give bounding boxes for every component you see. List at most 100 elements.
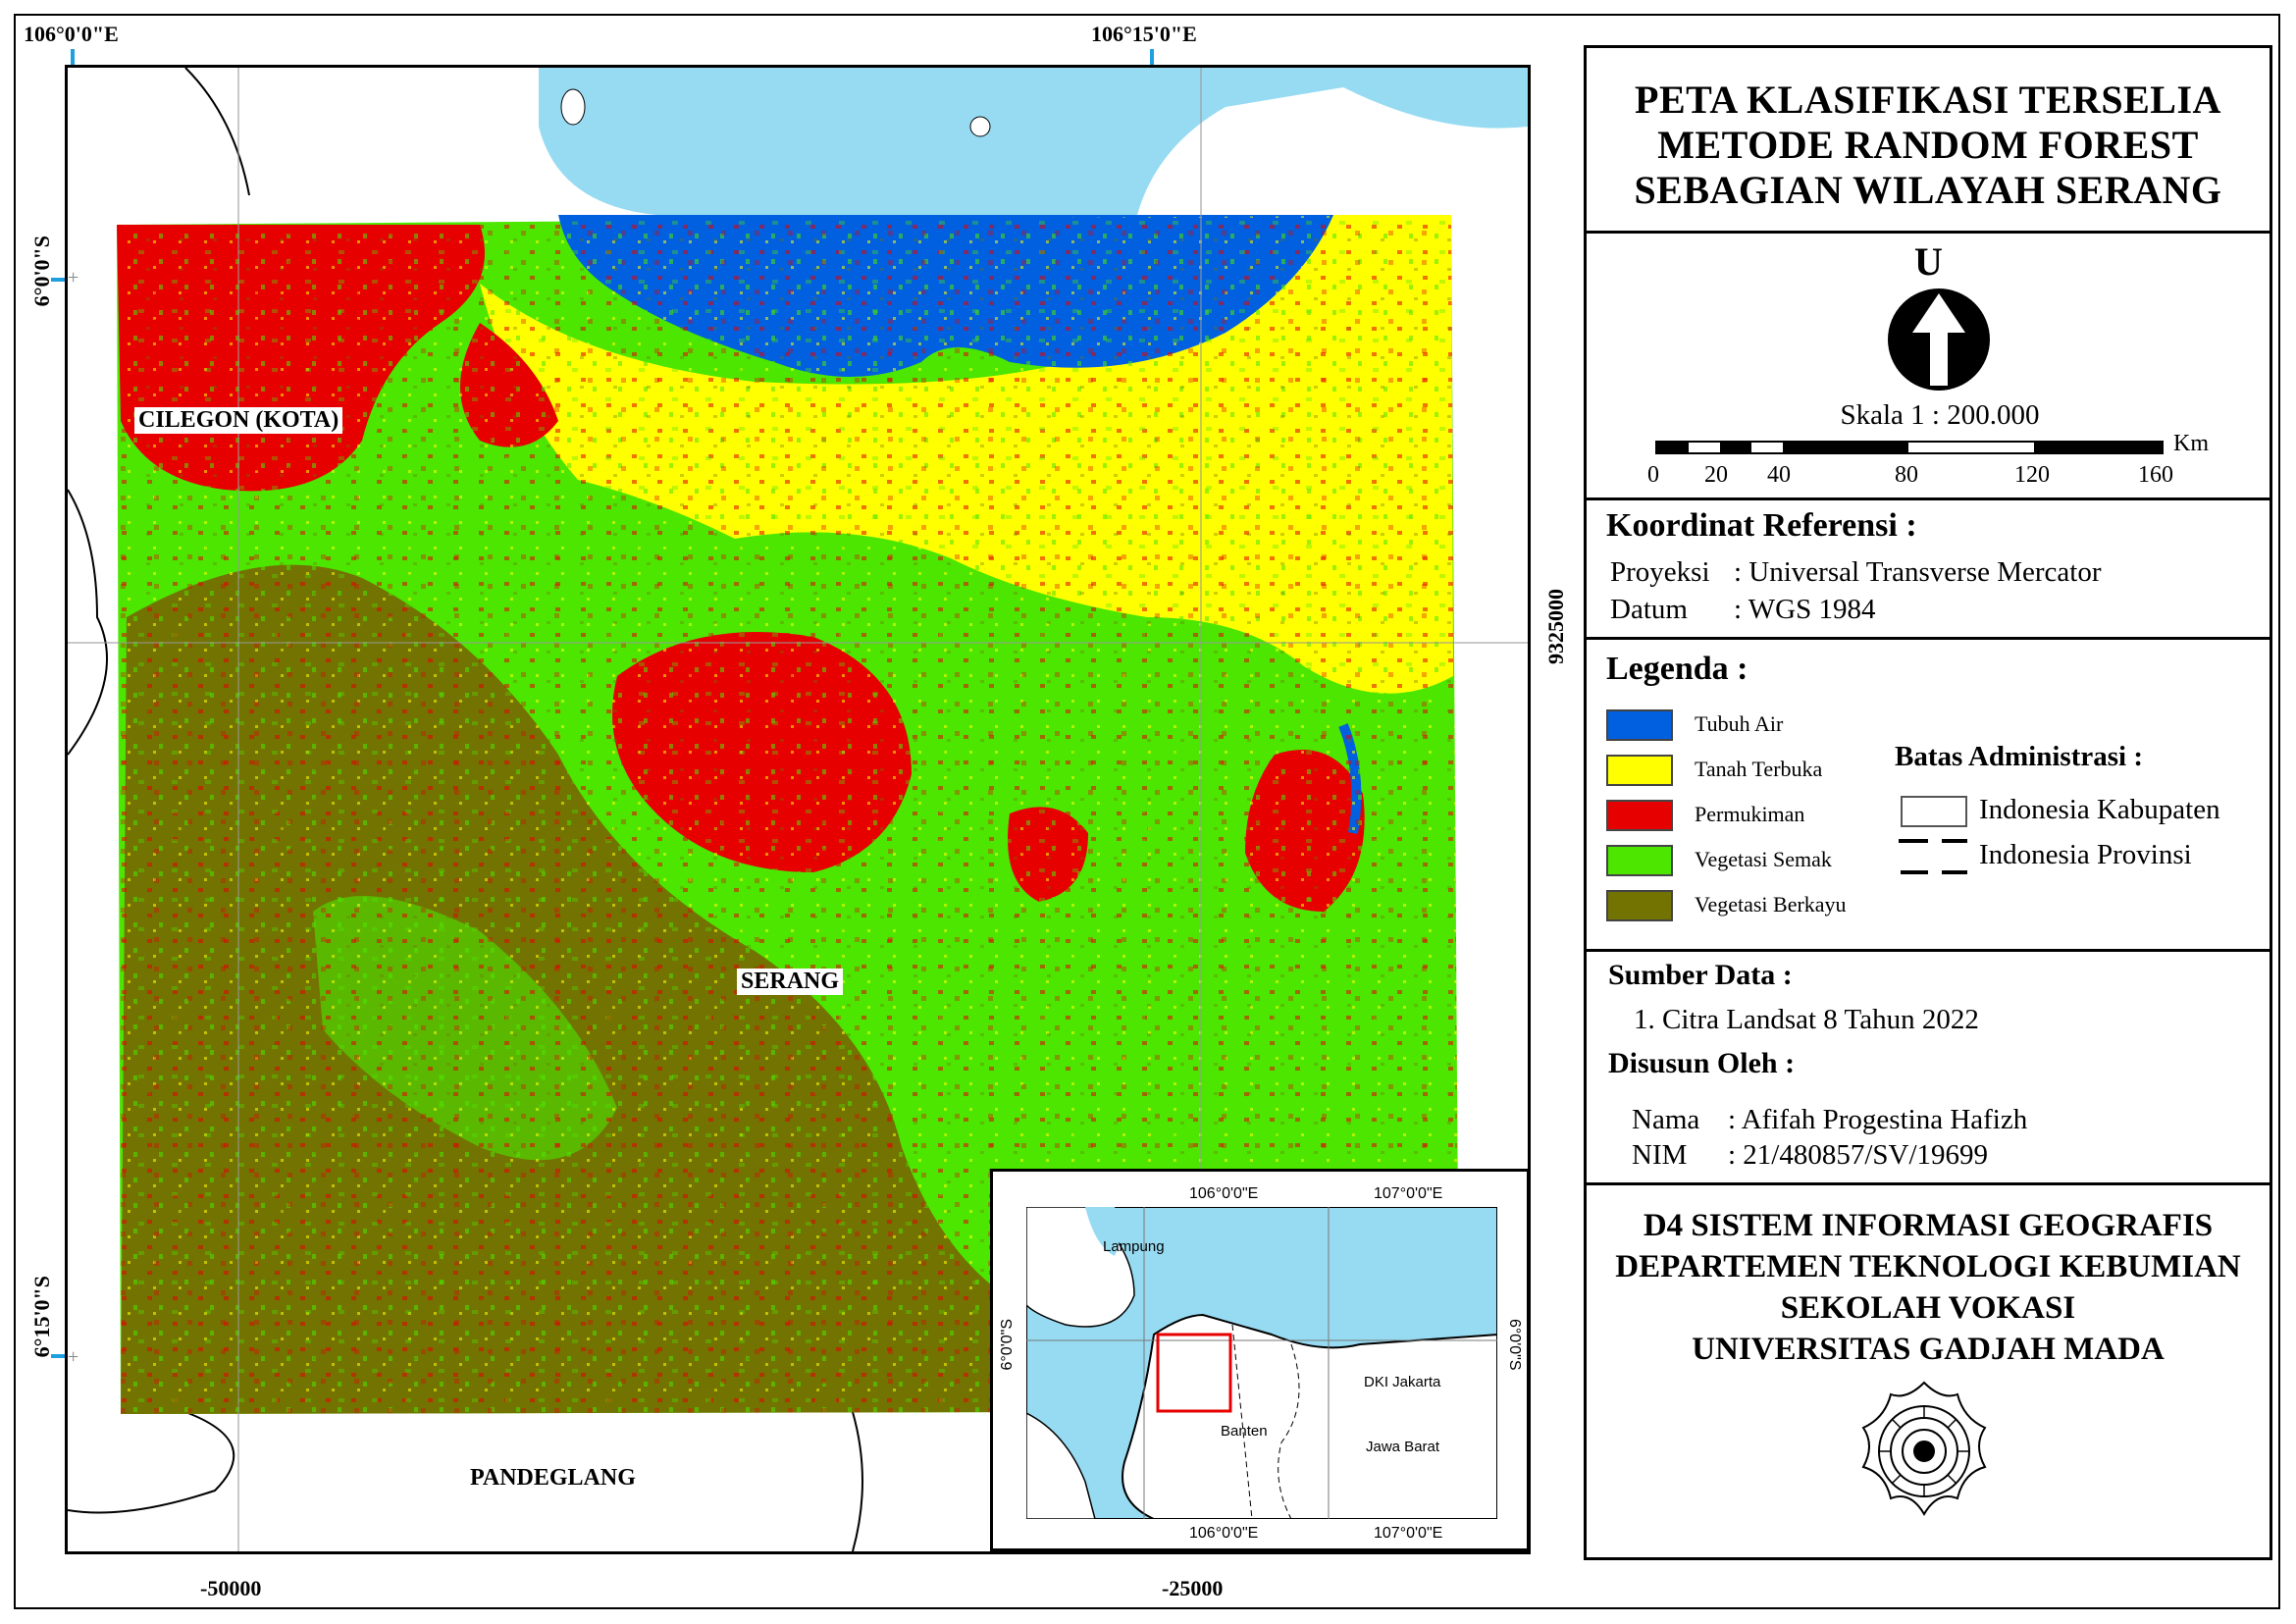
legend-label: Tanah Terbuka	[1695, 757, 1823, 781]
scale-bar	[1655, 441, 2164, 454]
name-value: : Afifah Progestina Hafizh	[1728, 1104, 2028, 1135]
legend-swatch	[1606, 709, 1673, 741]
kabupaten-boundary	[68, 1411, 235, 1514]
kabupaten-boundary	[184, 68, 250, 196]
left-tick-bottom: 6°15'0"S	[29, 1276, 54, 1358]
scale-unit: Km	[2173, 431, 2209, 456]
scale-tick: 160	[2138, 462, 2173, 488]
bottom-tick-right: -25000	[1162, 1576, 1224, 1600]
admin-kab-label: Indonesia Kabupaten	[1979, 794, 2220, 825]
inset-top-tick-right: 107°0'0"E	[1374, 1185, 1443, 1202]
legend-label: Tubuh Air	[1695, 711, 1784, 736]
scale-tick: 40	[1767, 462, 1791, 488]
author-heading: Disusun Oleh :	[1608, 1047, 1796, 1079]
classification-map: + +	[68, 68, 1528, 1551]
ugm-logo-icon	[1861, 1381, 1987, 1516]
legend-label: Vegetasi Berkayu	[1695, 892, 1847, 917]
scale-tick: 120	[2014, 462, 2050, 488]
sea-area	[539, 68, 1528, 215]
legend-swatch	[1606, 800, 1673, 831]
scale-text: Skala 1 : 200.000	[1840, 399, 2040, 431]
inset-map[interactable]: 106°0'0"E 107°0'0"E 106°0'0"E 107°0'0"E …	[990, 1169, 1528, 1551]
divider	[1587, 498, 2270, 500]
left-tick-mark-top	[51, 278, 65, 282]
name-label: Nama	[1632, 1104, 1700, 1135]
map-info-panel: PETA KLASIFIKASI TERSELIA METODE RANDOM …	[1584, 45, 2272, 1560]
graticule-cross: +	[68, 1346, 78, 1368]
divider	[1587, 637, 2270, 640]
top-tick-left: 106°0'0"E	[24, 22, 119, 46]
inset-label-jakarta: DKI Jakarta	[1364, 1374, 1441, 1390]
admin-kab-swatch	[1901, 796, 1967, 827]
source-heading: Sumber Data :	[1608, 959, 1793, 991]
inset-bottom-tick-right: 107°0'0"E	[1374, 1525, 1443, 1542]
inset-top-tick-left: 106°0'0"E	[1189, 1185, 1259, 1202]
inset-label-jabar: Jawa Barat	[1366, 1439, 1440, 1455]
proj-value: : Universal Transverse Mercator	[1734, 556, 2102, 588]
kabupaten-boundary	[852, 1411, 863, 1551]
map-neatline	[14, 14, 2280, 1609]
scale-tick: 20	[1704, 462, 1728, 488]
inset-land-southwest	[1026, 1412, 1096, 1519]
source-item-1: 1. Citra Landsat 8 Tahun 2022	[1634, 1004, 1979, 1035]
coord-heading: Koordinat Referensi :	[1606, 507, 1917, 544]
bottom-tick-left: -50000	[200, 1576, 262, 1600]
top-tick-mark-left	[71, 49, 75, 65]
datum-label: Datum	[1610, 594, 1688, 625]
left-tick-top: 6°0'0"S	[29, 236, 54, 307]
north-label: U	[1914, 239, 1943, 284]
main-map[interactable]: + + CILEGON (KOTA) SERANG PANDEGLANG 106…	[65, 65, 1531, 1554]
inset-province-boundary	[1231, 1324, 1253, 1519]
legend-label: Vegetasi Semak	[1695, 847, 1832, 871]
nim-label: NIM	[1632, 1139, 1688, 1171]
inset-svg	[1026, 1207, 1497, 1519]
inset-label-lampung: Lampung	[1103, 1238, 1165, 1255]
divider	[1587, 1182, 2270, 1185]
inset-land-java	[1122, 1313, 1497, 1519]
title-line-1: PETA KLASIFIKASI TERSELIA	[1635, 78, 2221, 122]
nim-value: : 21/480857/SV/19699	[1728, 1139, 1989, 1171]
institution-line-3: SEKOLAH VOKASI	[1780, 1290, 2076, 1326]
scale-tick: 80	[1895, 462, 1918, 488]
kabupaten-boundary	[68, 489, 108, 756]
divider	[1587, 231, 2270, 234]
map-title: PETA KLASIFIKASI TERSELIA METODE RANDOM …	[1587, 78, 2270, 213]
label-pandeglang: PANDEGLANG	[470, 1465, 636, 1491]
sea-area-right	[1481, 68, 1528, 127]
island	[560, 88, 586, 126]
title-line-3: SEBAGIAN WILAYAH SERANG	[1634, 168, 2222, 212]
inset-label-banten: Banten	[1221, 1423, 1268, 1440]
top-tick-mark-right	[1150, 49, 1154, 65]
divider	[1587, 949, 2270, 952]
scale-tick: 0	[1647, 462, 1659, 488]
legend-swatch	[1606, 755, 1673, 786]
legend-swatch	[1606, 890, 1673, 921]
admin-heading: Batas Administrasi :	[1895, 741, 2143, 772]
left-tick-mark-bottom	[51, 1354, 65, 1358]
raster-texture	[117, 215, 1459, 1414]
institution-line-1: D4 SISTEM INFORMASI GEOGRAFIS	[1643, 1208, 2214, 1243]
inset-right-tick: 6°0'0"S	[1506, 1319, 1523, 1371]
inset-study-area	[1156, 1333, 1232, 1413]
right-tick: 9325000	[1543, 589, 1568, 664]
inset-province-boundary	[1278, 1343, 1300, 1519]
inset-left-tick: 6°0'0"S	[999, 1319, 1016, 1371]
legend-label: Permukiman	[1695, 802, 1805, 826]
proj-label: Proyeksi	[1610, 556, 1710, 588]
island	[969, 116, 991, 137]
top-tick-right: 106°15'0"E	[1091, 22, 1197, 46]
graticule-cross: +	[68, 267, 78, 288]
institution-line-2: DEPARTEMEN TEKNOLOGI KEBUMIAN	[1615, 1249, 2241, 1284]
legend-heading: Legenda :	[1606, 651, 1748, 687]
admin-prov-swatch	[1899, 839, 1967, 874]
inset-bottom-tick-left: 106°0'0"E	[1189, 1525, 1259, 1542]
north-arrow-icon	[1888, 288, 1990, 391]
label-serang: SERANG	[737, 969, 844, 995]
legend-swatch	[1606, 845, 1673, 876]
admin-prov-label: Indonesia Provinsi	[1979, 839, 2192, 870]
datum-value: : WGS 1984	[1734, 594, 1876, 625]
inset-bay	[1085, 1207, 1120, 1256]
label-cilegon: CILEGON (KOTA)	[134, 407, 343, 434]
title-line-2: METODE RANDOM FOREST	[1657, 123, 2199, 167]
institution-line-4: UNIVERSITAS GADJAH MADA	[1692, 1332, 2165, 1367]
